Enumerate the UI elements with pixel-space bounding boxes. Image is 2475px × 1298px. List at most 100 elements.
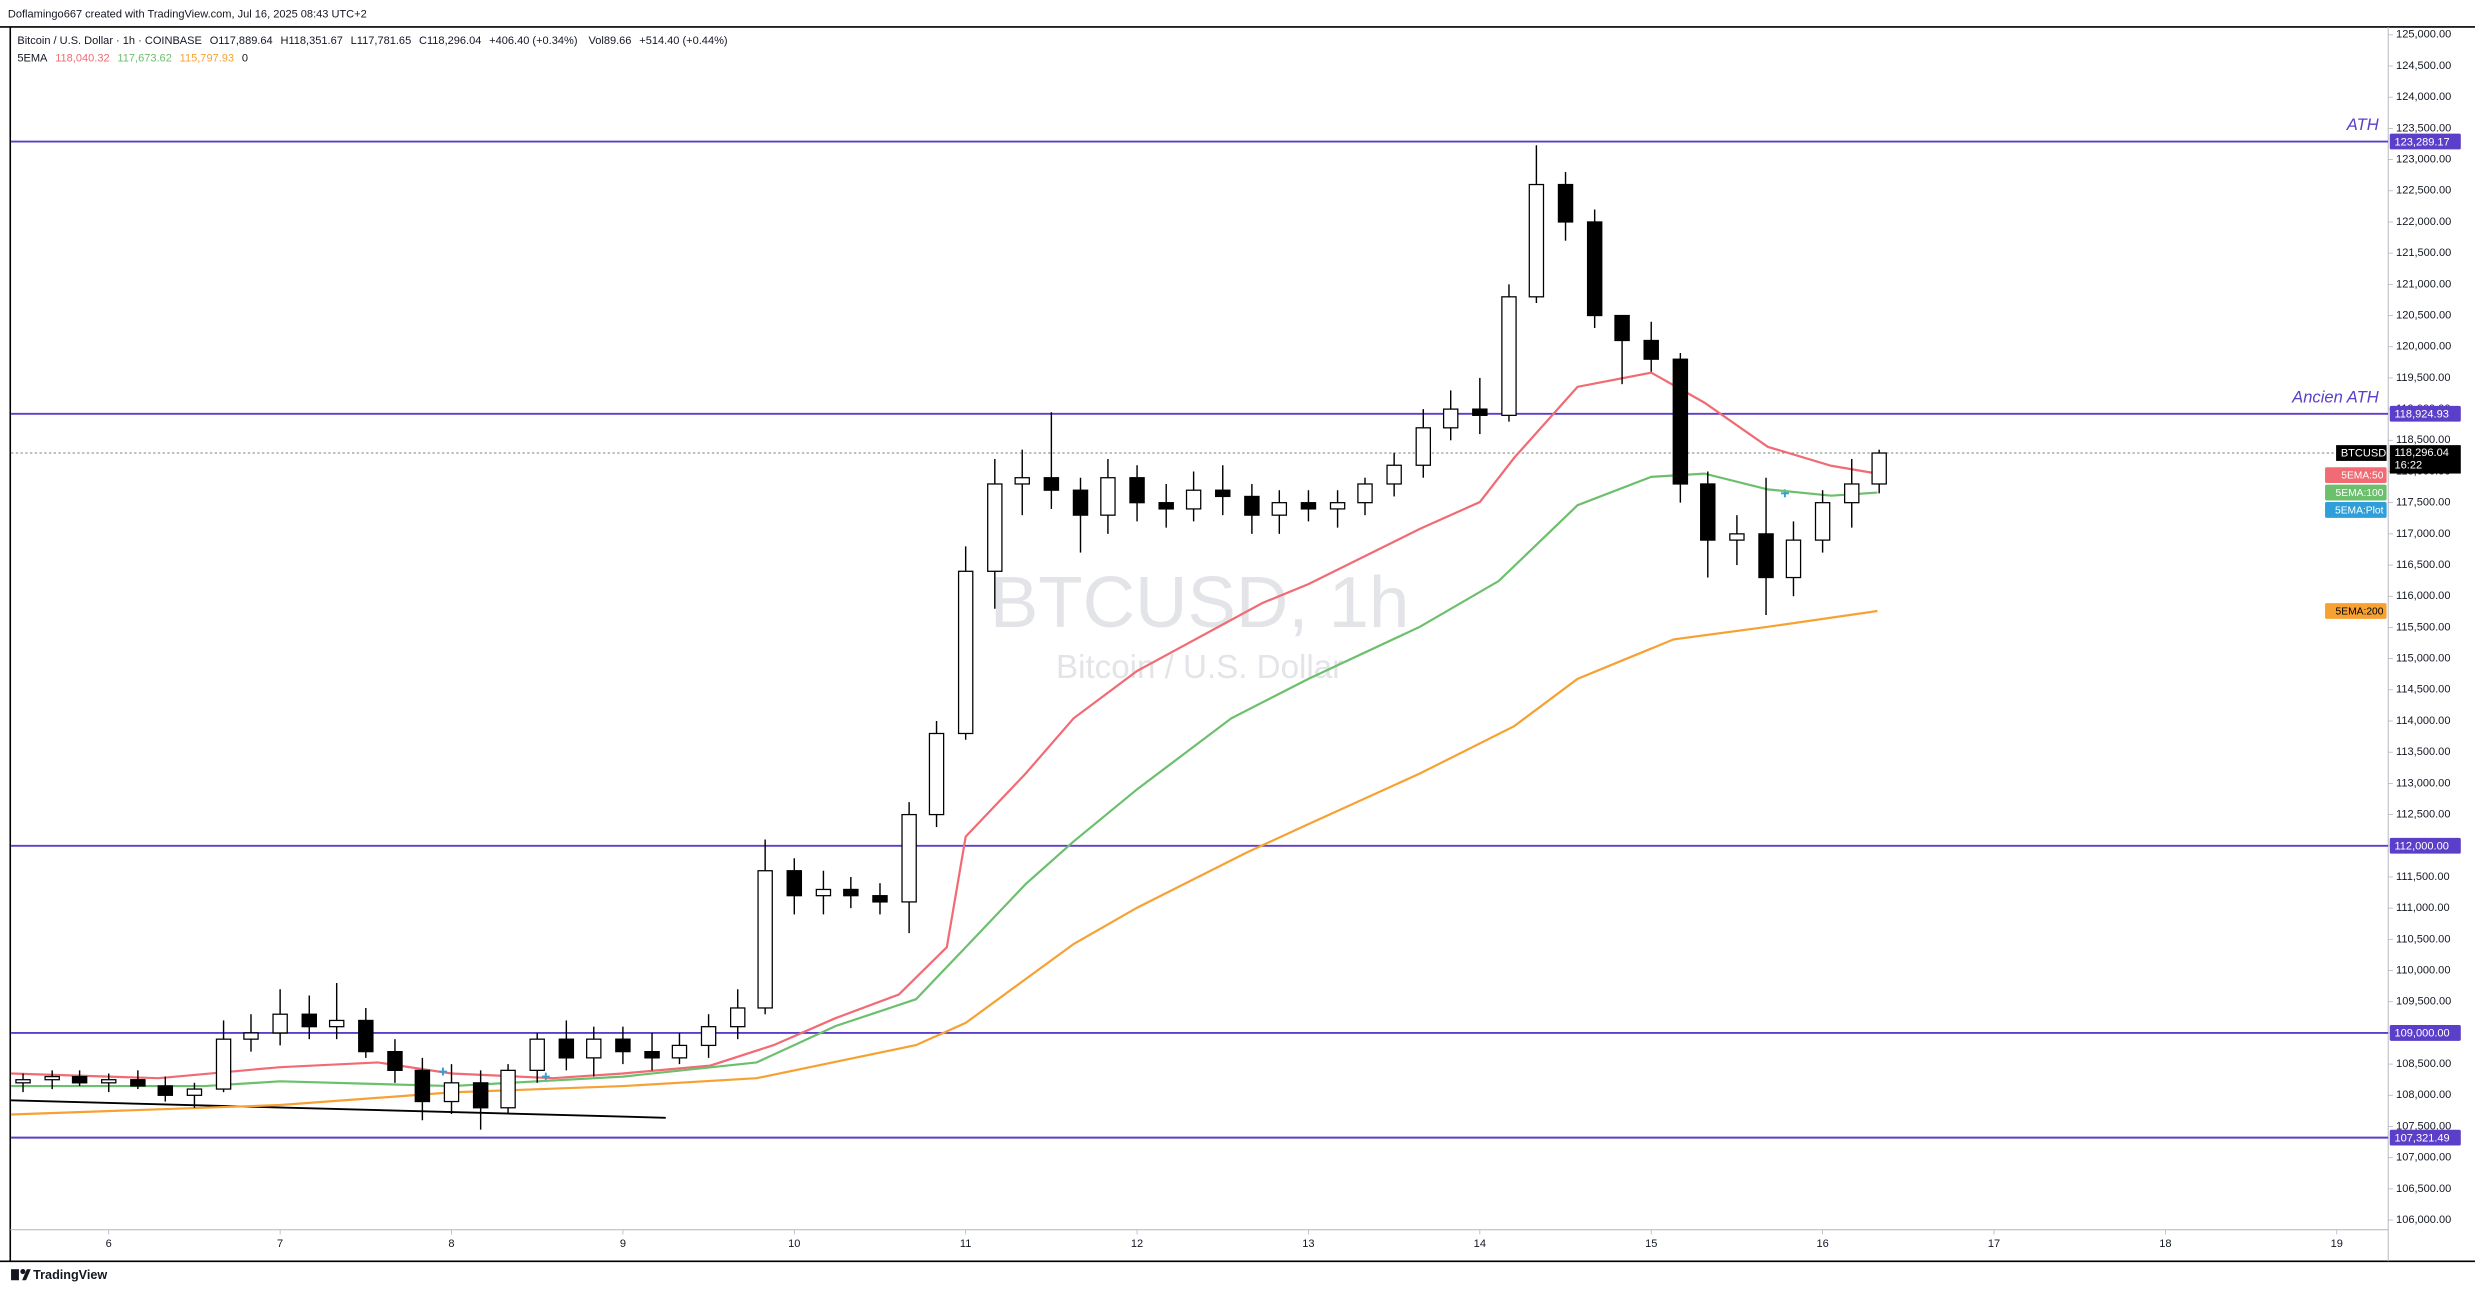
y-tick-label: 119,500.00 bbox=[2396, 372, 2450, 384]
candle-body bbox=[1442, 408, 1459, 429]
candle-body bbox=[1643, 339, 1659, 360]
candle-body bbox=[301, 1013, 317, 1028]
y-tick-label: 114,500.00 bbox=[2396, 684, 2450, 696]
candle-body bbox=[987, 483, 1003, 572]
symbol: Bitcoin / U.S. Dollar · 1h · COINBASE bbox=[17, 35, 202, 47]
ema-extra-value: 0 bbox=[242, 52, 248, 64]
series-label-bg bbox=[2325, 467, 2387, 484]
candle-body bbox=[101, 1079, 117, 1084]
series-label: 5EMA:200 bbox=[2336, 606, 2384, 617]
x-tick-label: 6 bbox=[106, 1238, 112, 1250]
candle-body bbox=[472, 1082, 489, 1109]
candle-body bbox=[1814, 502, 1831, 541]
x-tick-label: 16 bbox=[1816, 1238, 1828, 1250]
level-axis-label-bg bbox=[2389, 405, 2461, 422]
y-tick-label: 116,000.00 bbox=[2396, 590, 2450, 602]
change: +406.40 (+0.34%) bbox=[489, 35, 577, 47]
volume-change: +514.40 (+0.44%) bbox=[639, 35, 727, 47]
candle-body bbox=[1415, 427, 1432, 466]
symbol-label-bg bbox=[2336, 445, 2387, 461]
ema-line bbox=[11, 609, 1878, 1116]
x-tick-label: 11 bbox=[960, 1238, 971, 1250]
candle-body bbox=[1185, 489, 1202, 510]
open: O117,889.64 bbox=[210, 35, 273, 47]
x-tick-label: 13 bbox=[1302, 1238, 1314, 1250]
indicator-info: 5EMA 118,040.32 117,673.62 115,797.93 0 bbox=[17, 52, 248, 64]
y-tick-label: 125,000.00 bbox=[2396, 29, 2451, 41]
x-tick-label: 8 bbox=[448, 1238, 454, 1250]
high: H118,351.67 bbox=[281, 35, 343, 47]
candle-body bbox=[1215, 489, 1231, 498]
level-axis-label: 109,000.00 bbox=[2394, 1028, 2449, 1040]
candle-body bbox=[1472, 408, 1488, 416]
candle-body bbox=[1700, 483, 1716, 541]
candle-body bbox=[157, 1085, 174, 1096]
y-tick-label: 117,500.00 bbox=[2396, 497, 2450, 509]
level-axis-label: 118,924.93 bbox=[2394, 409, 2448, 421]
y-tick-label: 120,000.00 bbox=[2396, 341, 2451, 353]
y-tick-label: 114,000.00 bbox=[2396, 715, 2450, 727]
candle-body bbox=[1357, 483, 1373, 504]
candle-body bbox=[815, 888, 832, 897]
y-tick-label: 120,500.00 bbox=[2396, 309, 2451, 321]
level-axis-label: 123,289.17 bbox=[2394, 136, 2449, 148]
candle-body bbox=[1501, 296, 1517, 416]
candle-body bbox=[186, 1088, 203, 1096]
y-tick-label: 116,500.00 bbox=[2396, 559, 2450, 571]
logo-part bbox=[22, 1269, 31, 1281]
attribution: Doflamingo667 created with TradingView.c… bbox=[8, 8, 367, 20]
x-tick-label: 12 bbox=[1131, 1238, 1143, 1250]
candle-body bbox=[786, 870, 803, 897]
y-tick-label: 113,000.00 bbox=[2396, 777, 2450, 789]
y-tick-label: 111,500.00 bbox=[2396, 871, 2450, 883]
plot-marker bbox=[438, 1067, 447, 1076]
candle-body bbox=[1300, 502, 1317, 510]
candle-body bbox=[500, 1069, 516, 1109]
y-tick-label: 118,500.00 bbox=[2396, 434, 2450, 446]
footer-logo bbox=[11, 1269, 31, 1281]
level-axis-label: 112,000.00 bbox=[2394, 840, 2448, 852]
candle-body bbox=[1100, 477, 1116, 516]
y-tick-label: 123,000.00 bbox=[2396, 154, 2451, 166]
candle-body bbox=[1014, 477, 1030, 485]
candle-body bbox=[700, 1026, 717, 1047]
y-tick-label: 112,500.00 bbox=[2396, 809, 2450, 821]
level-axis-label-bg bbox=[2389, 1025, 2461, 1041]
y-tick-label: 115,500.00 bbox=[2396, 621, 2450, 633]
y-tick-label: 121,500.00 bbox=[2396, 247, 2451, 259]
last-price-label-bg bbox=[2389, 445, 2461, 474]
candle-body bbox=[928, 732, 945, 816]
candle-body bbox=[1871, 452, 1887, 485]
candle-body bbox=[729, 1007, 746, 1028]
candle-body bbox=[1072, 489, 1089, 516]
y-tick-label: 110,000.00 bbox=[2396, 964, 2450, 976]
x-tick-label: 9 bbox=[620, 1238, 626, 1250]
y-tick-label: 122,000.00 bbox=[2396, 216, 2451, 228]
indicator: 5EMA bbox=[17, 52, 48, 64]
x-tick-label: 18 bbox=[2159, 1238, 2171, 1250]
y-tick-label: 113,500.00 bbox=[2396, 746, 2450, 758]
level-axis-label-bg bbox=[2389, 1129, 2461, 1146]
candle-body bbox=[1785, 539, 1802, 579]
symbol-label: BTCUSD bbox=[2341, 448, 2386, 460]
plot-area bbox=[11, 140, 2389, 1139]
candle-body bbox=[558, 1038, 575, 1059]
candle-body bbox=[358, 1019, 374, 1053]
candle-body bbox=[130, 1079, 146, 1087]
x-tick-label: 7 bbox=[277, 1238, 283, 1250]
candle-body bbox=[15, 1079, 31, 1084]
candle-body bbox=[1129, 477, 1145, 504]
close: C118,296.04 bbox=[419, 35, 481, 47]
series-label: 5EMA:Plot bbox=[2335, 505, 2384, 516]
candle-body bbox=[529, 1038, 545, 1071]
x-tick-label: 14 bbox=[1474, 1238, 1486, 1250]
candle-body bbox=[1271, 502, 1288, 516]
last-price-countdown: 16:22 bbox=[2394, 460, 2422, 472]
candle-body bbox=[586, 1038, 602, 1059]
candle-body bbox=[1758, 533, 1774, 579]
candle-body bbox=[757, 870, 773, 1009]
volume: Vol89.66 bbox=[588, 35, 631, 47]
ema50-value: 118,040.32 bbox=[55, 52, 109, 64]
